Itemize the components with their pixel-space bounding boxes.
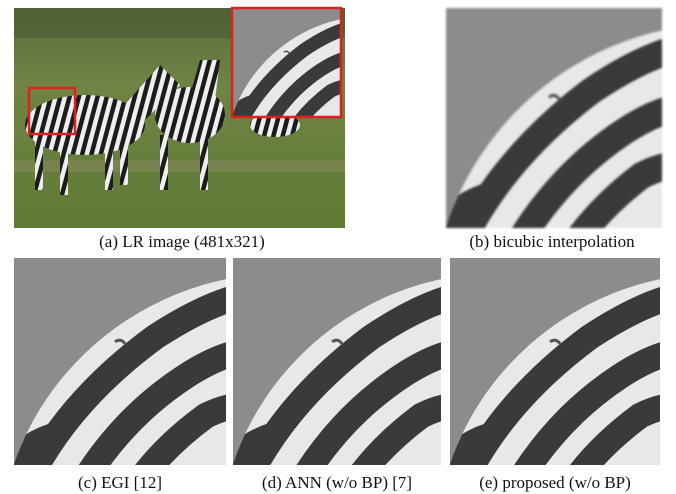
panel-c-image — [0, 248, 241, 480]
panel-e-image — [430, 248, 675, 480]
caption: (c) EGI [12] — [78, 473, 162, 492]
panel-b-image — [425, 0, 676, 244]
caption: (a) LR image (481x321) — [99, 232, 265, 251]
panel-a-image — [14, 3, 349, 228]
panel-d-image — [213, 248, 456, 480]
caption: (b) bicubic interpolation — [469, 232, 635, 251]
caption: (e) proposed (w/o BP) — [479, 473, 631, 492]
figure: (a) LR image (481x321) (b) bicubic inter… — [0, 0, 676, 494]
caption: (d) ANN (w/o BP) [7] — [262, 473, 412, 492]
